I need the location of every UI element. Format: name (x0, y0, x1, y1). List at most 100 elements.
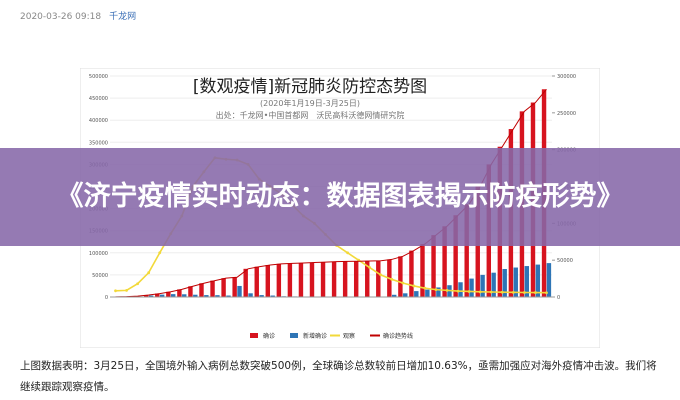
bar (210, 280, 215, 297)
bar (248, 293, 253, 297)
marker (379, 273, 383, 277)
marker (467, 290, 471, 293)
bar (232, 277, 237, 297)
marker (545, 291, 548, 295)
legend-label: 确诊趋势线 (383, 332, 413, 340)
source-link[interactable]: 千龙网 (109, 12, 137, 22)
bar (166, 291, 171, 297)
y-tick-label: 100000 (89, 251, 108, 257)
bar (254, 266, 259, 297)
marker (478, 290, 482, 294)
marker (158, 251, 162, 255)
bar (391, 294, 397, 297)
bar (144, 295, 149, 297)
bar (276, 263, 282, 297)
chart-subtitle: (2020年1月19日-3月25日) (260, 98, 360, 108)
legend-swatch (290, 333, 298, 338)
marker (423, 286, 427, 290)
y-tick-label: 400000 (89, 118, 108, 124)
bar (376, 260, 381, 297)
bar (409, 250, 414, 297)
bar (177, 289, 182, 297)
y-tick-label: 0 (105, 295, 108, 301)
bar (513, 267, 518, 297)
marker (401, 281, 405, 285)
bar (469, 278, 474, 297)
marker (346, 251, 349, 255)
bar (215, 295, 220, 297)
bar (193, 294, 198, 297)
bar (243, 268, 248, 297)
marker (456, 289, 460, 293)
meta: 2020-03-26 09:18 千龙网 (20, 9, 136, 22)
bar (365, 260, 370, 297)
bar (170, 294, 176, 297)
bar (353, 261, 359, 297)
y-tick-label: 500000 (89, 74, 108, 80)
y-tick-label: 450000 (89, 96, 108, 102)
bar (159, 294, 165, 297)
bar (237, 285, 242, 297)
y-tick-label: 350000 (89, 140, 108, 146)
bar (221, 278, 226, 297)
date: 2020-03-26 09:18 (20, 12, 102, 22)
marker (368, 266, 372, 269)
marker (412, 284, 416, 288)
bar (464, 204, 469, 297)
bar (265, 264, 271, 297)
bar (155, 293, 160, 297)
bar (403, 293, 408, 297)
marker (522, 291, 526, 294)
marker (390, 277, 394, 281)
bar (298, 262, 304, 297)
marker (489, 290, 493, 294)
bar (524, 266, 530, 297)
legend-label: 新增确诊 (303, 332, 327, 340)
marker (500, 290, 504, 294)
bar (204, 295, 209, 297)
marker (147, 271, 151, 275)
y2-tick-label: 250000 (557, 111, 576, 117)
bar (398, 256, 403, 297)
bar (188, 286, 193, 297)
y2-tick-label: 300000 (557, 74, 576, 80)
bar (414, 291, 419, 297)
bar (259, 295, 264, 297)
bar (480, 274, 485, 297)
bar (420, 243, 425, 297)
bar (442, 226, 447, 297)
marker (136, 282, 140, 286)
marker (114, 289, 117, 293)
bar (535, 264, 541, 297)
marker (534, 291, 537, 294)
bar (431, 235, 436, 297)
banner-title: 《济宁疫情实时动态：数据图表揭示防疫形势》 (56, 181, 624, 212)
bar (502, 269, 507, 297)
chart-source: 出处：千龙网•中国首都网 沃民高科沃德网情研究院 (216, 110, 405, 120)
banner: 《济宁疫情实时动态：数据图表揭示防疫形势》 (0, 148, 680, 246)
bar (342, 261, 348, 297)
bar (309, 262, 315, 297)
marker (434, 288, 438, 292)
chart-title: [数观疫情]新冠肺炎防控态势图 (193, 77, 427, 97)
legend-label: 确诊 (263, 332, 275, 340)
caption: 上图数据表明：3月25日，全国境外输入病例总数突破500例，全球确诊总数较前日增… (20, 360, 657, 393)
bar (287, 263, 293, 297)
bar (331, 261, 337, 297)
bar (320, 262, 326, 297)
bar (226, 295, 231, 297)
bar (436, 287, 441, 297)
bar (425, 289, 430, 297)
bar (458, 282, 463, 297)
marker (445, 288, 449, 292)
bar (148, 295, 154, 297)
marker (125, 288, 128, 292)
bar (270, 295, 275, 297)
bar (546, 263, 552, 297)
y2-tick-label: 50000 (557, 258, 573, 264)
bar (199, 283, 204, 297)
marker (511, 290, 515, 294)
y-tick-label: 50000 (92, 273, 108, 279)
bar (182, 294, 187, 297)
